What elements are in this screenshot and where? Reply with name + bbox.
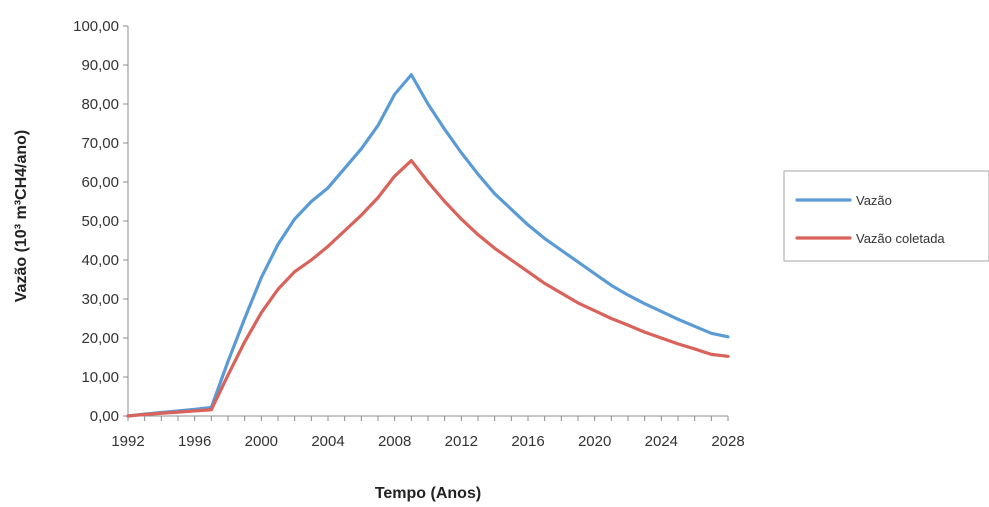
series-lines <box>126 73 730 418</box>
y-tick-label: 40,00 <box>81 252 119 269</box>
x-tick-label: 2028 <box>711 433 744 450</box>
axes <box>127 26 728 417</box>
series-line-1 <box>126 73 730 418</box>
y-tick-label: 50,00 <box>81 213 119 230</box>
x-tick-label: 2004 <box>311 433 344 450</box>
legend: Vazão Vazão coletada <box>783 170 989 262</box>
y-tick-label: 60,00 <box>81 174 119 191</box>
y-axis-title: Vazão (10³ m³CH4/ano) <box>13 130 30 302</box>
x-tick-label: 1992 <box>111 433 144 450</box>
x-tick-label: 2012 <box>445 433 478 450</box>
x-tick-label: 2000 <box>245 433 278 450</box>
x-tick-label: 2008 <box>378 433 411 450</box>
y-tick-label: 70,00 <box>81 135 119 152</box>
x-tick-label: 2016 <box>511 433 544 450</box>
y-axis-ticks: 0,00 10,00 20,00 30,00 40,00 50,00 60,00 70,00 8… <box>73 18 128 425</box>
legend-box <box>783 170 989 262</box>
legend-label-1: Vazão <box>856 193 892 208</box>
y-tick-label: 30,00 <box>81 291 119 308</box>
x-axis-title: Tempo (Anos) <box>375 485 481 502</box>
x-tick-label: 2024 <box>645 433 678 450</box>
x-tick-label: 2020 <box>578 433 611 450</box>
y-tick-label: 100,00 <box>73 18 119 35</box>
y-tick-label: 90,00 <box>81 57 119 74</box>
y-tick-label: 10,00 <box>81 369 119 386</box>
y-tick-label: 20,00 <box>81 330 119 347</box>
x-tick-label: 1996 <box>178 433 211 450</box>
legend-label-2: Vazão coletada <box>856 231 945 246</box>
y-tick-label: 80,00 <box>81 96 119 113</box>
series-line-2 <box>126 158 730 418</box>
y-tick-label: 0,00 <box>90 408 119 425</box>
x-axis-ticks: 1992 1996 2000 2004 2008 2012 2016 2020 2024 2028 <box>111 416 745 450</box>
